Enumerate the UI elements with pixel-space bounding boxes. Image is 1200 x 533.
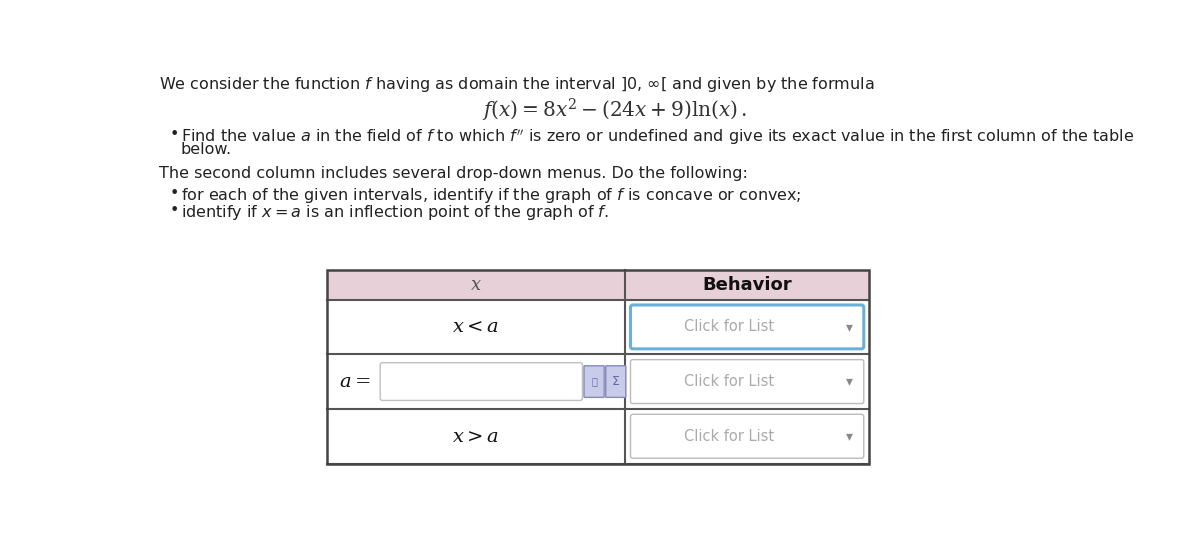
Bar: [326, 270, 869, 300]
Text: for each of the given intervals, identify if the graph of $f$ is concave or conv: for each of the given intervals, identif…: [181, 185, 802, 205]
Text: $x < a$: $x < a$: [452, 318, 499, 336]
FancyBboxPatch shape: [630, 305, 864, 349]
FancyBboxPatch shape: [606, 366, 626, 398]
Bar: [326, 270, 869, 464]
Text: $f(x) = 8x^2 - (24x+9)\ln(x)\,.$: $f(x) = 8x^2 - (24x+9)\ln(x)\,.$: [482, 96, 748, 124]
FancyBboxPatch shape: [630, 360, 864, 403]
Text: •: •: [169, 185, 179, 200]
Text: •: •: [169, 203, 179, 217]
Text: below.: below.: [181, 142, 232, 157]
FancyBboxPatch shape: [584, 366, 604, 398]
Text: ▾: ▾: [846, 320, 852, 334]
Text: $a = $: $a = $: [340, 372, 371, 391]
Text: The second column includes several drop-down menus. Do the following:: The second column includes several drop-…: [160, 166, 748, 181]
Text: Find the value $a$ in the field of $f$ to which $f''$ is zero or undefined and g: Find the value $a$ in the field of $f$ t…: [181, 127, 1134, 148]
Text: Click for List: Click for List: [684, 429, 774, 444]
FancyBboxPatch shape: [380, 363, 582, 400]
FancyBboxPatch shape: [630, 414, 864, 458]
Text: Click for List: Click for List: [684, 319, 774, 334]
Text: Click for List: Click for List: [684, 374, 774, 389]
Text: •: •: [169, 127, 179, 142]
Text: $x > a$: $x > a$: [452, 427, 499, 446]
Text: $x$: $x$: [470, 276, 482, 294]
Text: We consider the function $f$ having as domain the interval ]0, ∞[ and given by t: We consider the function $f$ having as d…: [160, 75, 875, 94]
Text: Behavior: Behavior: [702, 276, 792, 294]
Text: Σ: Σ: [612, 375, 619, 388]
Text: ▾: ▾: [846, 375, 852, 389]
Text: identify if $x = a$ is an inflection point of the graph of $f$.: identify if $x = a$ is an inflection poi…: [181, 203, 608, 222]
Text: 🔍: 🔍: [592, 377, 598, 386]
Text: ▾: ▾: [846, 429, 852, 443]
